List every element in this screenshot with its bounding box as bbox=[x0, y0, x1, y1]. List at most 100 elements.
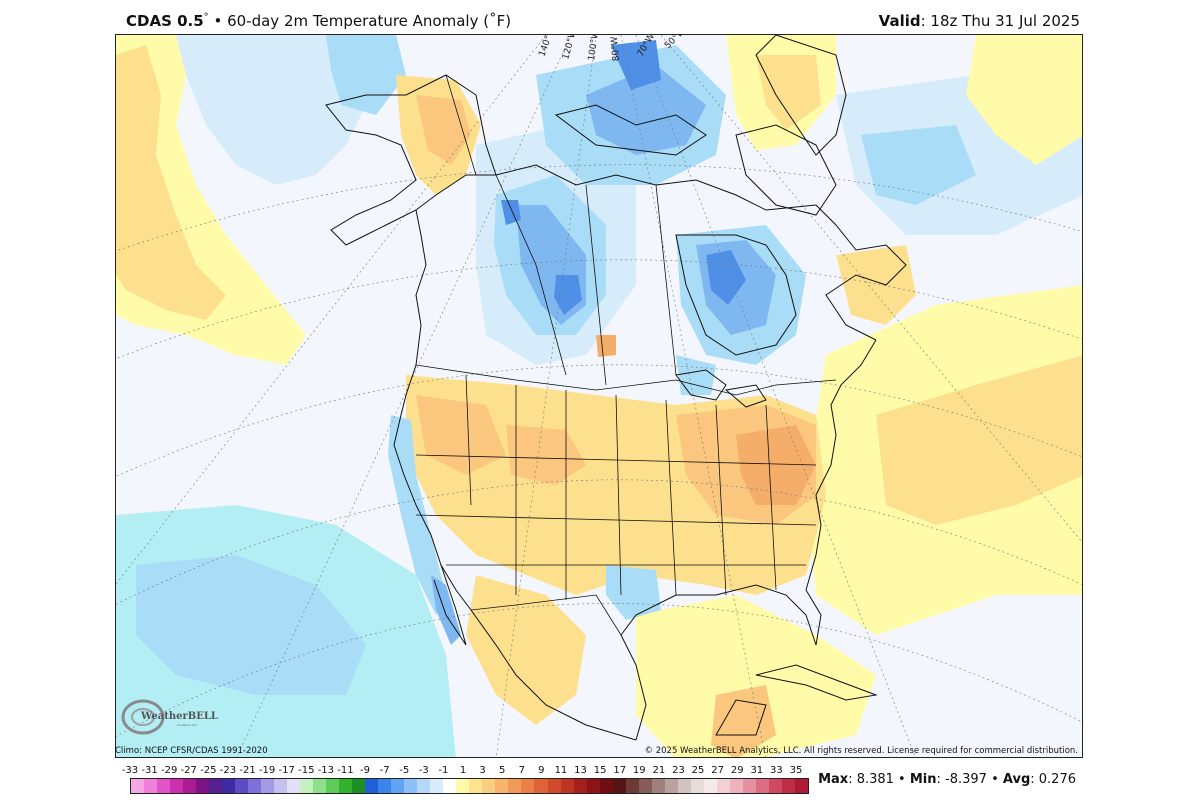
chart-description: 60-day 2m Temperature Anomaly (˚F) bbox=[227, 12, 512, 30]
colorbar-tick-label: 29 bbox=[730, 765, 744, 776]
colorbar-tick-label: 7 bbox=[518, 765, 525, 776]
colorbar-segment bbox=[716, 779, 730, 793]
colorbar-tick-label: -7 bbox=[379, 765, 390, 776]
coast-atlantic-canada bbox=[815, 204, 907, 341]
border-canada-provinces bbox=[495, 174, 677, 386]
cool-region-arctic-deep bbox=[611, 40, 661, 90]
colorbar-segment bbox=[183, 779, 197, 793]
coastlines bbox=[325, 35, 907, 741]
colorbar-segment bbox=[534, 779, 548, 793]
colorbar-segment bbox=[638, 779, 652, 793]
coast-east-us bbox=[805, 339, 877, 591]
colorbar-segment bbox=[443, 779, 457, 793]
coast-cuba bbox=[755, 664, 878, 701]
logo-swirl bbox=[121, 699, 165, 735]
lon-line-50w bbox=[660, 35, 1082, 543]
colorbar-segment bbox=[157, 779, 171, 793]
cool-region-east-pacific-core bbox=[136, 555, 366, 695]
lat-line-60n bbox=[116, 164, 1082, 252]
cool-region-labrador-core bbox=[861, 125, 976, 205]
colorbar-tick-label: 3 bbox=[479, 765, 486, 776]
colorbar-segment bbox=[768, 779, 782, 793]
cool-region-prairies-spot bbox=[554, 275, 582, 315]
warm-region-north-pacific-core bbox=[116, 45, 226, 320]
colorbar-tick-label: 19 bbox=[632, 765, 646, 776]
colorbar-segment bbox=[586, 779, 600, 793]
colorbar-segment bbox=[495, 779, 509, 793]
colorbar-tick-label: 23 bbox=[672, 765, 685, 776]
colorbar-segment bbox=[729, 779, 743, 793]
lat-line-20n bbox=[116, 603, 1082, 737]
colorbar-segment bbox=[469, 779, 483, 793]
colorbar-tick-label: -29 bbox=[161, 765, 178, 776]
colorbar-segment bbox=[339, 779, 353, 793]
warm-region-appalachia bbox=[736, 425, 816, 505]
field-statistics: Max: 8.381 • Min: -8.397 • Avg: 0.276 bbox=[818, 772, 1076, 787]
lat-line-40n bbox=[116, 364, 1082, 477]
colorbar-tick-label: 27 bbox=[711, 765, 725, 776]
colorbar-segment bbox=[547, 779, 561, 793]
max-label: Max bbox=[818, 772, 849, 787]
min-value: : -8.397 bbox=[936, 772, 987, 787]
colorbar-segment bbox=[482, 779, 496, 793]
colorbar-segment bbox=[235, 779, 249, 793]
colorbar-segment bbox=[599, 779, 613, 793]
colorbar-segment bbox=[456, 779, 470, 793]
colorbar-segment bbox=[287, 779, 301, 793]
degree-mark: ° bbox=[203, 12, 209, 23]
coast-great-lakes bbox=[675, 369, 767, 408]
colorbar-segment bbox=[326, 779, 340, 793]
coast-gulf bbox=[620, 584, 822, 741]
colorbar-segment bbox=[352, 779, 366, 793]
colorbar-segment bbox=[677, 779, 691, 793]
cool-region-texas bbox=[606, 565, 661, 620]
colorbar-segment bbox=[196, 779, 210, 793]
longitude-label: 80°W bbox=[610, 36, 622, 62]
colorbar-tick-label: -15 bbox=[298, 765, 315, 776]
model-name: CDAS 0.5 bbox=[126, 12, 204, 30]
colorbar-tick-label: 1 bbox=[459, 765, 467, 776]
colorbar-tick-label: -31 bbox=[141, 765, 158, 776]
stats-separator: • bbox=[893, 772, 910, 787]
colorbar-tick-label: -17 bbox=[278, 765, 295, 776]
colorbar-tick-label: -23 bbox=[219, 765, 237, 776]
colorbar bbox=[130, 778, 809, 794]
graticule bbox=[116, 35, 1082, 757]
anomaly-map[interactable]: 140°W 120°W 100°W 80°W 70°W 50°W bbox=[115, 34, 1083, 758]
coast-yucatan bbox=[715, 699, 767, 736]
copyright-notice: © 2025 WeatherBELL Analytics, LLC. All r… bbox=[644, 746, 1078, 756]
valid-label: Valid bbox=[878, 12, 921, 30]
colorbar-segment bbox=[430, 779, 444, 793]
coast-greenland bbox=[755, 35, 847, 156]
warm-region-mexico bbox=[466, 575, 586, 725]
warm-region-gulf-cuba bbox=[636, 595, 876, 757]
colorbar-tick-label: -33 bbox=[121, 765, 139, 776]
warm-region-east-greenland bbox=[966, 35, 1082, 165]
colorbar-segment bbox=[170, 779, 184, 793]
colorbar-tick-label: 17 bbox=[613, 765, 627, 776]
lat-line-30n bbox=[116, 479, 1082, 605]
warm-region-atlantic-core bbox=[876, 355, 1082, 525]
colorbar-segment bbox=[300, 779, 314, 793]
coast-arctic-islands bbox=[554, 104, 707, 156]
colorbar-segment bbox=[391, 779, 405, 793]
anomaly-field bbox=[116, 35, 1082, 757]
border-us-mexico bbox=[470, 594, 622, 636]
colorbar-segment bbox=[690, 779, 704, 793]
warm-region-northwest bbox=[416, 395, 506, 475]
colorbar-segment bbox=[313, 779, 327, 793]
colorbar-segment bbox=[703, 779, 717, 793]
colorbar-segment bbox=[378, 779, 392, 793]
border-us-states bbox=[415, 374, 817, 600]
colorbar-tick-label: -1 bbox=[438, 765, 449, 776]
colorbar-tick-labels: -33 -31 -29 -27 -25 -23 -21 -19 -17 -15 -13 -11 -9 -7… bbox=[0, 765, 1202, 777]
colorbar-segment bbox=[261, 779, 275, 793]
colorbar-tick-label: -5 bbox=[399, 765, 410, 776]
map-canvas: 140°W 120°W 100°W 80°W 70°W 50°W bbox=[116, 35, 1082, 757]
colorbar-tick-label: 21 bbox=[652, 765, 666, 776]
lon-line-80w bbox=[620, 35, 766, 757]
chart-title: CDAS 0.5° • 60-day 2m Temperature Anomal… bbox=[126, 12, 511, 30]
colorbar-tick-label: -3 bbox=[418, 765, 429, 776]
colorbar-tick-label: 11 bbox=[554, 765, 568, 776]
max-value: : 8.381 bbox=[848, 772, 894, 787]
